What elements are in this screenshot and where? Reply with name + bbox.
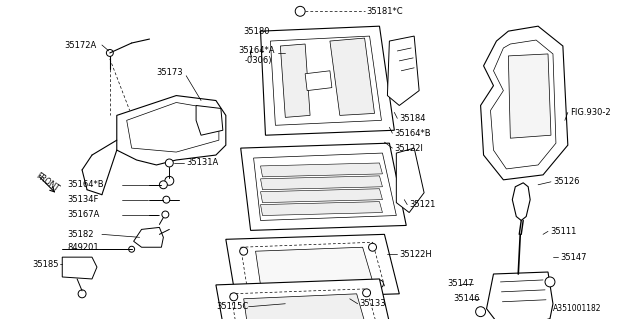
- Text: 35185: 35185: [33, 260, 59, 268]
- Polygon shape: [134, 228, 163, 247]
- Text: 35173: 35173: [156, 68, 183, 77]
- Polygon shape: [305, 71, 332, 91]
- Polygon shape: [255, 247, 372, 285]
- Circle shape: [240, 247, 248, 255]
- Text: A351001182: A351001182: [553, 304, 602, 313]
- Text: 35111: 35111: [550, 227, 577, 236]
- Text: 849201: 849201: [67, 243, 99, 252]
- Circle shape: [165, 159, 173, 167]
- Text: 35164*A: 35164*A: [239, 46, 275, 55]
- Circle shape: [165, 176, 174, 185]
- Text: (: (: [248, 48, 253, 58]
- Circle shape: [129, 246, 134, 252]
- Circle shape: [369, 243, 376, 251]
- Polygon shape: [330, 38, 374, 116]
- Text: FIG.930-2: FIG.930-2: [570, 108, 611, 117]
- Polygon shape: [244, 294, 367, 320]
- Polygon shape: [241, 143, 406, 230]
- Polygon shape: [241, 242, 385, 291]
- Polygon shape: [226, 234, 399, 299]
- Text: -0306): -0306): [244, 56, 272, 65]
- Circle shape: [295, 6, 305, 16]
- Polygon shape: [512, 183, 530, 220]
- Circle shape: [162, 211, 169, 218]
- Polygon shape: [216, 279, 394, 320]
- Polygon shape: [260, 26, 394, 135]
- Circle shape: [246, 285, 255, 293]
- Text: 35164*B: 35164*B: [67, 180, 104, 189]
- Text: 35184: 35184: [399, 114, 426, 123]
- Text: 35147: 35147: [447, 279, 474, 288]
- Text: 35172A: 35172A: [64, 41, 97, 50]
- Text: 35131A: 35131A: [186, 158, 218, 167]
- Polygon shape: [481, 26, 568, 180]
- Circle shape: [363, 289, 371, 297]
- Polygon shape: [260, 176, 383, 190]
- Text: 35126: 35126: [553, 177, 579, 186]
- Text: 35133: 35133: [360, 299, 387, 308]
- Circle shape: [159, 181, 167, 189]
- Circle shape: [230, 293, 237, 301]
- Text: FRONT: FRONT: [34, 172, 61, 194]
- Text: 35167A: 35167A: [67, 210, 100, 219]
- Polygon shape: [260, 163, 383, 177]
- Polygon shape: [62, 257, 97, 279]
- Text: 35134F: 35134F: [67, 195, 99, 204]
- Text: 35164*B: 35164*B: [394, 129, 431, 138]
- Polygon shape: [196, 106, 223, 135]
- Polygon shape: [508, 54, 551, 138]
- Circle shape: [376, 280, 383, 288]
- Polygon shape: [231, 289, 380, 320]
- Polygon shape: [486, 272, 553, 320]
- Text: 35121: 35121: [409, 200, 436, 209]
- Polygon shape: [490, 40, 556, 169]
- Polygon shape: [280, 44, 310, 117]
- Polygon shape: [387, 36, 419, 106]
- Circle shape: [476, 307, 486, 316]
- Text: 35122I: 35122I: [394, 144, 423, 153]
- Polygon shape: [260, 202, 383, 215]
- Polygon shape: [260, 189, 383, 203]
- Circle shape: [106, 50, 113, 56]
- Circle shape: [163, 196, 170, 203]
- Circle shape: [545, 277, 555, 287]
- Text: 35122H: 35122H: [399, 250, 432, 259]
- Text: 35146: 35146: [453, 294, 479, 303]
- Text: 35180: 35180: [244, 27, 270, 36]
- Polygon shape: [127, 102, 219, 152]
- Polygon shape: [396, 148, 424, 212]
- Text: 35181*C: 35181*C: [367, 7, 403, 16]
- Polygon shape: [271, 36, 381, 125]
- Text: 35147: 35147: [560, 253, 586, 262]
- Circle shape: [78, 290, 86, 298]
- Text: 35115C: 35115C: [216, 302, 248, 311]
- Text: 35182: 35182: [67, 230, 93, 239]
- Polygon shape: [116, 96, 226, 165]
- Polygon shape: [253, 153, 396, 220]
